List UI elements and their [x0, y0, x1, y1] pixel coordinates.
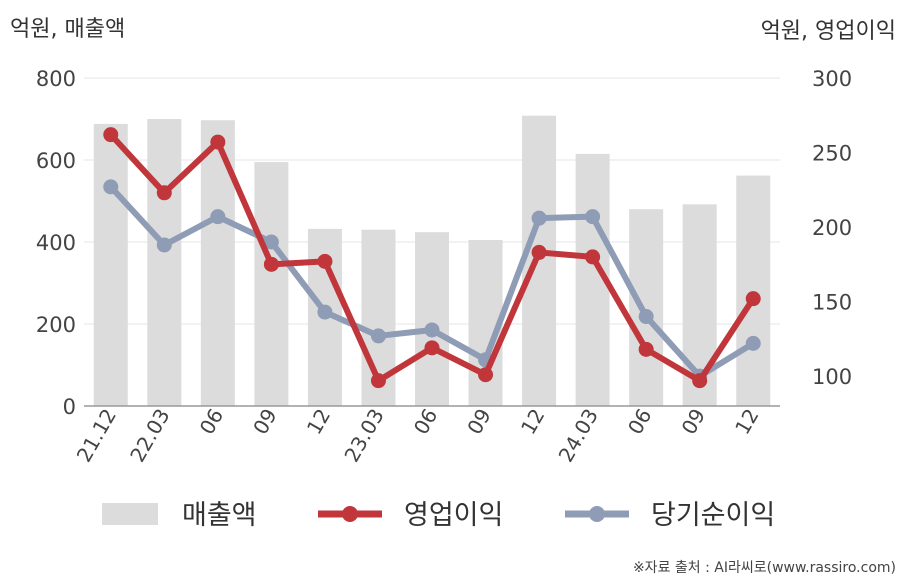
sales-bar — [254, 162, 289, 406]
legend-label-net: 당기순이익 — [651, 500, 775, 531]
right-y-tick-label: 150 — [812, 291, 852, 315]
net-income-point — [638, 309, 654, 325]
operating-profit-point — [692, 373, 708, 389]
x-tick-label: 12 — [730, 405, 764, 439]
x-tick-label: 06 — [195, 405, 229, 439]
right-y-tick-label: 200 — [812, 216, 852, 240]
sales-bar — [93, 123, 128, 407]
sales-bar — [736, 175, 771, 406]
operating-profit-point — [156, 185, 172, 201]
net-income-point — [585, 209, 601, 225]
right-y-tick-label: 100 — [812, 365, 852, 389]
x-tick-label: 09 — [248, 405, 282, 439]
sales-bar — [147, 119, 182, 406]
legend-swatch-net-marker — [589, 506, 605, 522]
left-y-tick-label: 800 — [36, 67, 76, 91]
operating-profit-point — [370, 373, 386, 389]
right-axis-unit-label: 억원, 영업이익 — [761, 19, 896, 44]
net-income-point — [263, 234, 279, 250]
net-income-point — [317, 304, 333, 320]
x-tick-label: 12 — [302, 405, 336, 439]
net-income-point — [103, 179, 119, 195]
operating-profit-point — [424, 340, 440, 356]
net-income-point — [424, 322, 440, 338]
sales-bar — [415, 232, 449, 406]
x-tick-label: 09 — [462, 405, 496, 439]
legend: 매출액 영업이익 당기순이익 — [102, 500, 775, 531]
left-y-tick-label: 400 — [36, 231, 76, 255]
operating-profit-point — [638, 341, 654, 357]
operating-profit-point — [585, 249, 601, 265]
x-tick-label: 24.03 — [554, 405, 603, 467]
operating-profit-point — [103, 127, 119, 143]
operating-profit-point — [478, 367, 494, 383]
left-y-tick-label: 200 — [36, 313, 76, 337]
left-y-tick-label: 600 — [36, 149, 76, 173]
source-note: ※자료 출처 : AI라씨로(www.rassiro.com) — [633, 560, 896, 576]
operating-profit-point — [263, 256, 279, 272]
sales-bar — [629, 209, 664, 406]
x-tick-label: 06 — [409, 405, 443, 439]
legend-label-sales: 매출액 — [182, 500, 257, 531]
net-income-point — [210, 209, 226, 225]
operating-profit-point — [745, 291, 761, 307]
right-y-tick-label: 250 — [812, 142, 852, 166]
x-tick-label: 22.03 — [125, 405, 174, 467]
x-tick-label: 12 — [516, 405, 550, 439]
operating-profit-point — [317, 253, 333, 269]
net-income-point — [531, 210, 547, 226]
left-axis-unit-label: 억원, 매출액 — [10, 17, 125, 42]
x-tick-label: 09 — [677, 405, 711, 439]
net-income-point — [370, 328, 386, 344]
x-tick-label: 23.03 — [339, 405, 388, 467]
operating-profit-point — [531, 244, 547, 260]
net-income-point — [745, 335, 761, 351]
x-tick-label: 21.12 — [72, 405, 121, 467]
sales-bar — [522, 115, 557, 406]
left-y-tick-label: 0 — [63, 395, 76, 419]
line-series — [103, 127, 761, 389]
legend-swatch-sales — [102, 503, 158, 525]
legend-label-operating: 영업이익 — [404, 500, 503, 531]
legend-swatch-operating-marker — [342, 506, 358, 522]
x-tick-label: 06 — [623, 405, 657, 439]
operating-profit-point — [210, 134, 226, 150]
net-income-point — [156, 237, 172, 253]
right-y-tick-label: 300 — [812, 67, 852, 91]
